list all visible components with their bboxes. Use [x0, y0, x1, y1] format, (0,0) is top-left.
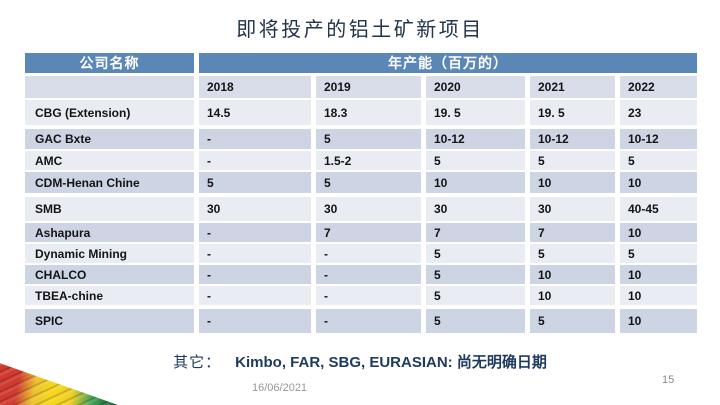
table-row: CBG (Extension) 14.5 18.3 19. 5 19. 5 23 [25, 100, 697, 125]
table-row: SMB 30 30 30 30 40-45 [25, 197, 697, 221]
company-name: CDM-Henan Chine [25, 172, 194, 193]
year-header: 2020 [421, 76, 525, 98]
value-cell: 7 [525, 223, 615, 242]
date-stamp: 16/06/2021 [252, 382, 308, 394]
company-name: CHALCO [25, 265, 194, 284]
company-name: GAC Bxte [25, 129, 194, 149]
value-cell: 5 [421, 265, 525, 284]
value-cell: - [194, 309, 311, 333]
table-row: GAC Bxte - 5 10-12 10-12 10-12 [25, 129, 697, 149]
company-name: AMC [25, 151, 194, 170]
value-cell: 10 [615, 223, 697, 242]
company-name: CBG (Extension) [25, 100, 194, 125]
table-header-row: 公司名称 年产能（百万的） [25, 53, 697, 73]
table-row: CHALCO - - 5 10 10 [25, 265, 697, 284]
value-cell: 30 [421, 197, 525, 221]
value-cell: 18.3 [311, 100, 421, 125]
value-cell: - [194, 129, 311, 149]
value-cell: 30 [311, 197, 421, 221]
table-row: SPIC - - 5 5 10 [25, 309, 697, 333]
value-cell: - [311, 265, 421, 284]
year-header: 2022 [615, 76, 697, 98]
value-cell: 5 [311, 172, 421, 193]
table-row: TBEA-chine - - 5 10 10 [25, 286, 697, 305]
value-cell: 10-12 [525, 129, 615, 149]
year-header: 2018 [194, 76, 311, 98]
value-cell: 30 [525, 197, 615, 221]
table-header-company: 公司名称 [25, 53, 194, 73]
others-label: 其它： [173, 354, 222, 371]
value-cell: 40-45 [615, 197, 697, 221]
company-name: Ashapura [25, 223, 194, 242]
value-cell: - [194, 265, 311, 284]
value-cell: 5 [421, 309, 525, 333]
value-cell: 30 [194, 197, 311, 221]
value-cell: 5 [525, 151, 615, 170]
value-cell: 10 [615, 286, 697, 305]
year-header: 2019 [311, 76, 421, 98]
capacity-table: 公司名称 年产能（百万的） 2018 2019 2020 2021 2022 C… [25, 53, 697, 333]
value-cell: - [311, 244, 421, 263]
value-cell: 7 [311, 223, 421, 242]
value-cell: 5 [194, 172, 311, 193]
table-row: CDM-Henan Chine 5 5 10 10 10 [25, 172, 697, 193]
value-cell: 19. 5 [525, 100, 615, 125]
table-row: Ashapura - 7 7 7 10 [25, 223, 697, 242]
value-cell: - [194, 244, 311, 263]
company-name: TBEA-chine [25, 286, 194, 305]
value-cell: 10 [615, 265, 697, 284]
value-cell: - [311, 309, 421, 333]
table-header-capacity: 年产能（百万的） [194, 53, 697, 73]
table-row: AMC - 1.5-2 5 5 5 [25, 151, 697, 170]
value-cell: 10-12 [421, 129, 525, 149]
value-cell: 10 [525, 265, 615, 284]
company-name: SMB [25, 197, 194, 221]
value-cell: 5 [311, 129, 421, 149]
value-cell: 5 [421, 286, 525, 305]
year-row-empty-cell [25, 76, 194, 98]
others-note: 其它： Kimbo, FAR, SBG, EURASIAN: 尚无明确日期 [0, 351, 720, 372]
value-cell: 23 [615, 100, 697, 125]
company-name: Dynamic Mining [25, 244, 194, 263]
value-cell: 10 [615, 172, 697, 193]
value-cell: 5 [525, 244, 615, 263]
value-cell: 1.5-2 [311, 151, 421, 170]
page-title: 即将投产的铝土矿新项目 [236, 19, 484, 41]
value-cell: 5 [421, 151, 525, 170]
value-cell: - [194, 151, 311, 170]
value-cell: 5 [615, 244, 697, 263]
value-cell: - [194, 223, 311, 242]
value-cell: 19. 5 [421, 100, 525, 125]
page-number: 15 [662, 374, 675, 386]
table-year-row: 2018 2019 2020 2021 2022 [25, 76, 697, 98]
table-row: Dynamic Mining - - 5 5 5 [25, 244, 697, 263]
value-cell: 10-12 [615, 129, 697, 149]
value-cell: 10 [525, 286, 615, 305]
value-cell: 10 [615, 309, 697, 333]
value-cell: 5 [615, 151, 697, 170]
value-cell: 5 [421, 244, 525, 263]
value-cell: 10 [421, 172, 525, 193]
value-cell: 14.5 [194, 100, 311, 125]
others-text: Kimbo, FAR, SBG, EURASIAN: 尚无明确日期 [235, 354, 547, 371]
value-cell: 5 [525, 309, 615, 333]
value-cell: - [194, 286, 311, 305]
value-cell: - [311, 286, 421, 305]
year-header: 2021 [525, 76, 615, 98]
company-name: SPIC [25, 309, 194, 333]
value-cell: 10 [525, 172, 615, 193]
value-cell: 7 [421, 223, 525, 242]
